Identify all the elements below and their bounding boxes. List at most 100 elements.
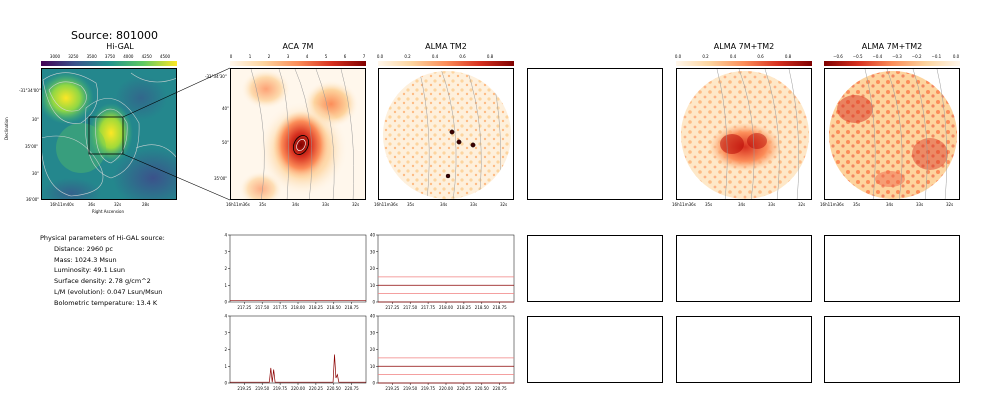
colorbar-tick-label: 7 (362, 54, 366, 59)
ytick-label: 0 (372, 381, 375, 386)
ytick-label: 0 (224, 300, 227, 305)
properties-heading: Physical parameters of Hi-GAL source: (40, 234, 165, 242)
xtick-label: 34s (738, 202, 746, 207)
ytick-label: 35'00" (214, 176, 228, 181)
colorbar-tick-label: 2 (267, 54, 271, 59)
xtick-label: 219.75 (273, 386, 287, 391)
ytick-label: 30" (32, 117, 39, 122)
xtick-label: 218.00 (439, 305, 453, 310)
colorbar-tick-label: 0.6 (459, 54, 466, 59)
colorbar-tick-label: 1 (248, 54, 252, 59)
property-tbol: Bolometric temperature: 13.4 K (54, 298, 158, 307)
empty-spectrum-panel (824, 235, 960, 302)
xtick-label: 219.25 (385, 386, 399, 391)
xtick-label: 220.25 (457, 386, 471, 391)
xtick-label: 33s (768, 202, 776, 207)
xtick-label: 16h11m36s (820, 202, 844, 207)
xtick-label: 34s (886, 202, 894, 207)
xtick-label: 217.75 (273, 305, 287, 310)
colorbar-tick-label: 3250 (68, 54, 79, 59)
xtick-label: 220.75 (493, 386, 507, 391)
panel-title-almatm2: ALMA TM2 (425, 42, 467, 51)
xtick-label: 28s (142, 202, 150, 207)
alma7mtm2-map (676, 68, 812, 200)
xtick-label: 33s (322, 202, 330, 207)
ytick-label: 4 (224, 233, 227, 238)
xtick-label: 32s (352, 202, 360, 207)
xtick-label: 218.75 (345, 305, 359, 310)
empty-spectrum-panel (527, 235, 663, 302)
xtick-label: 16h11m36s (672, 202, 696, 207)
alma7mtm2-map-image (677, 69, 811, 199)
ytick-label: 30" (32, 171, 39, 176)
ytick-label: 4 (224, 314, 227, 319)
alma7mtm2-diff-map-image (825, 69, 959, 199)
page-title: Source: 801000 (71, 29, 158, 42)
ytick-label: 50" (222, 140, 229, 145)
colorbar-tick-label: 4500 (159, 54, 171, 59)
spectrum-series-line (230, 354, 366, 383)
panel-title-alma7mtm2-diff: ALMA 7M+TM2 (861, 42, 923, 51)
xtick-label: 220.50 (475, 386, 489, 391)
xtick-label: 220.50 (327, 386, 341, 391)
higal-frame (41, 68, 177, 200)
xtick-label: 32s (798, 202, 806, 207)
spectrum-tm2-row2: 0 10 20 30 40 219.25 219.50 219.75 220.00 220.25 2… (370, 314, 515, 391)
xtick-label: 218.25 (309, 305, 323, 310)
spectrum-frame (377, 315, 515, 384)
property-surface-density: Surface density: 2.78 g/cm^2 (54, 277, 151, 286)
xtick-label: 34s (440, 202, 448, 207)
colorbar-tick-label: 4000 (123, 54, 134, 59)
spectrum-aca-row2: 0 1 2 3 4 219.25 219.50 219.75 220.00 220.25 220.5… (224, 314, 367, 391)
xtick-label: 219.25 (237, 386, 251, 391)
ytick-label: 1 (224, 364, 227, 369)
colorbar-alma7mtm2 (676, 61, 812, 66)
ytick-label: 0 (372, 300, 375, 305)
xtick-label: 35s (853, 202, 861, 207)
colorbar-tick-label: 0.8 (784, 54, 792, 59)
almatm2-map (378, 68, 514, 200)
xtick-label: 16h11m40s (50, 202, 74, 207)
empty-spectrum-panel (676, 235, 812, 302)
property-distance: Distance: 2960 pc (54, 244, 113, 253)
ytick-label: 1 (224, 283, 227, 288)
colorbar-tick-label: 3000 (49, 54, 61, 59)
property-lm: L/M (evolution): 0.047 Lsun/Msun (54, 287, 163, 296)
xtick-label: 218.50 (475, 305, 489, 310)
xtick-label: 33s (916, 202, 924, 207)
xtick-label: 219.50 (403, 386, 417, 391)
xtick-label: 219.50 (255, 386, 269, 391)
xtick-label: 16h11m36s (226, 202, 250, 207)
xtick-label: 220.25 (309, 386, 323, 391)
colorbar-tick-label: 0.4 (729, 54, 737, 59)
property-luminosity: Luminosity: 49.1 Lsun (54, 266, 126, 275)
xtick-label: 32s (500, 202, 508, 207)
ytick-label: 30 (370, 249, 375, 254)
xtick-label: 32s (946, 202, 954, 207)
panel-title-aca7m: ACA 7M (282, 42, 314, 51)
xtick-label: 217.25 (237, 305, 251, 310)
xtick-label: 218.00 (291, 305, 305, 310)
colorbar-tick-label: 6 (343, 54, 347, 59)
empty-map-panel (527, 68, 663, 200)
spectrum-frame (229, 234, 367, 303)
colorbar-tick-label: 4250 (141, 54, 152, 59)
ytick-label: 3 (224, 330, 227, 335)
ytick-label: 3 (224, 249, 227, 254)
ytick-label: 20 (370, 266, 375, 271)
colorbar-tick-label: −0.3 (892, 54, 902, 59)
spectrum-tm2-row1: 0 10 20 30 40 217.25 217.50 217.75 218.00 218.25 2… (370, 233, 515, 310)
ytick-label: 40" (222, 106, 229, 111)
empty-spectrum-panel (676, 316, 812, 383)
ytick-label: 20 (370, 347, 375, 352)
colorbar-tick-label: 0.6 (757, 54, 764, 59)
xtick-label: 218.50 (327, 305, 341, 310)
colorbar-tick-label: −0.6 (833, 54, 843, 59)
colorbar-tick-label: 3500 (86, 54, 97, 59)
ytick-label: 2 (224, 266, 227, 271)
xtick-label: 217.50 (255, 305, 269, 310)
xtick-label: 36s (88, 202, 96, 207)
zoom-box (88, 116, 124, 155)
colorbar-tick-label: −0.2 (911, 54, 922, 59)
